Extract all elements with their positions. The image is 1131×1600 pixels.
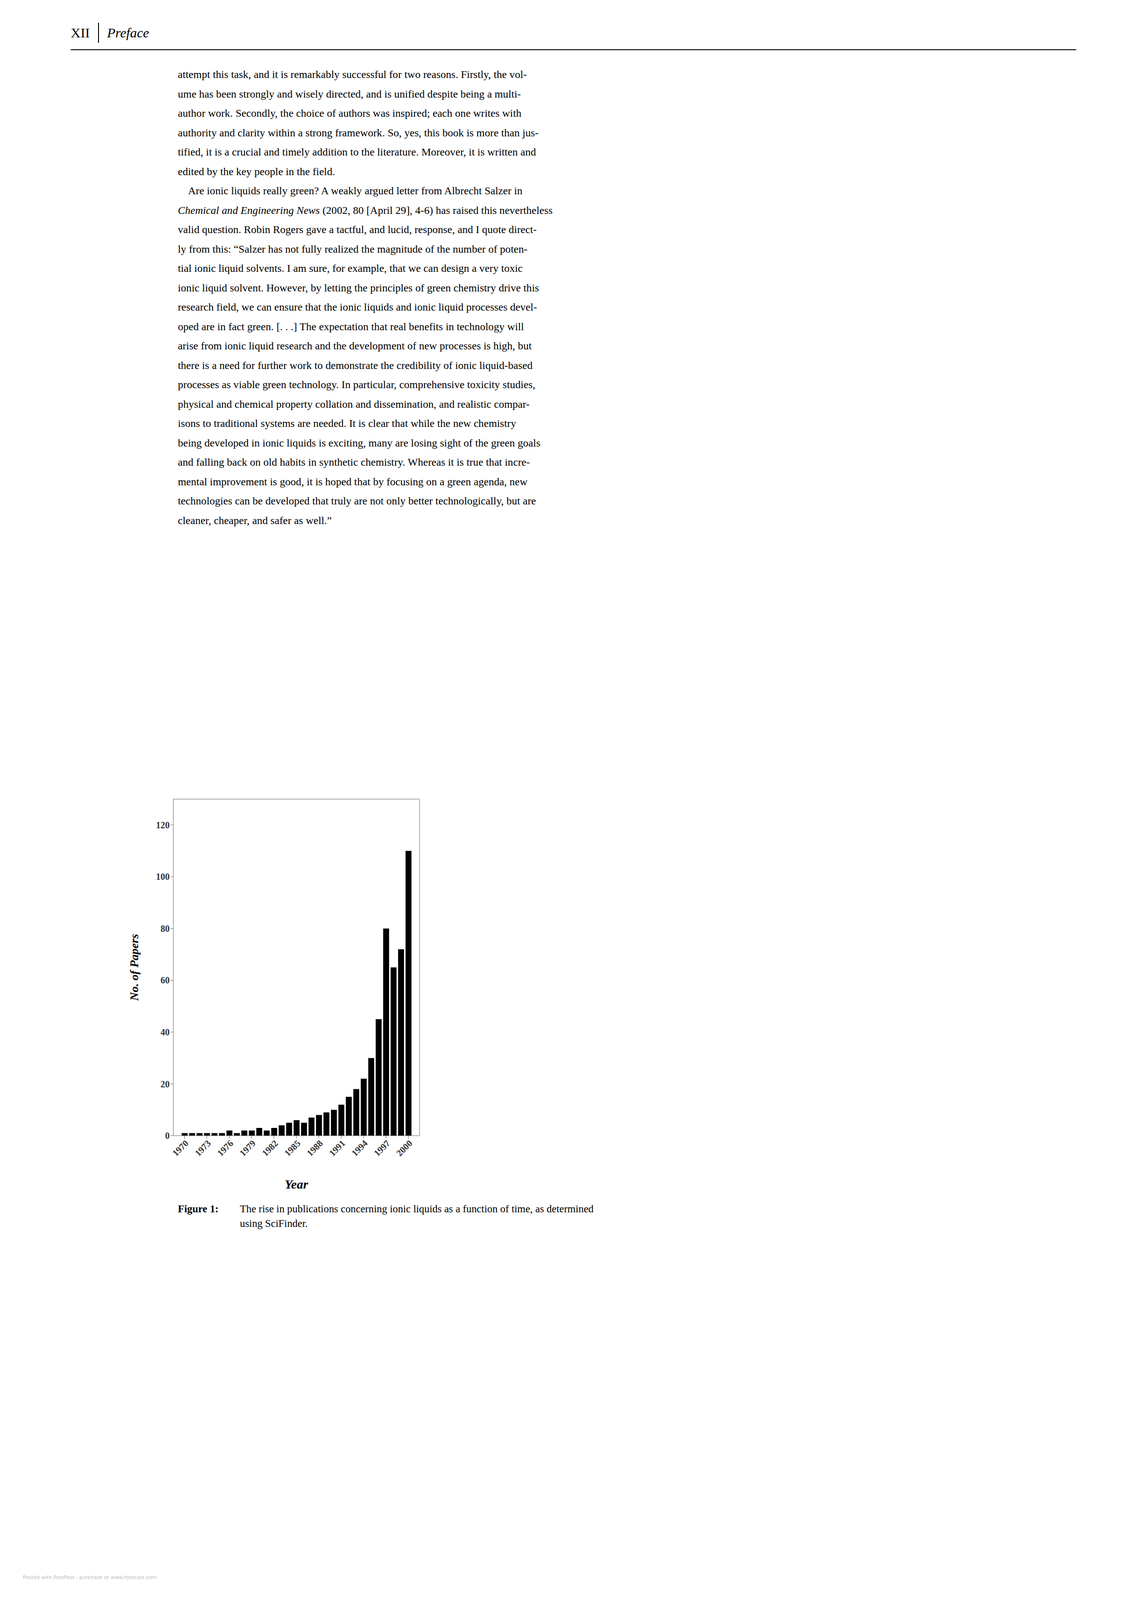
html-text:tial ionic liquid solvents. I: tial ionic liquid solvents. I am sure, f… bbox=[177, 262, 523, 275]
svg-text:1991: 1991 bbox=[326, 1137, 348, 1158]
svg-text:80: 80 bbox=[160, 923, 170, 934]
svg-text:1985: 1985 bbox=[282, 1137, 303, 1158]
html-text:ionic liquid solvent. However,: ionic liquid solvent. However, by lettin… bbox=[177, 281, 540, 294]
html-text:and falling back on old habits: and falling back on old habits in synthe… bbox=[177, 456, 530, 468]
svg-text:1976: 1976 bbox=[215, 1137, 236, 1158]
html-text:The rise in publications conce: The rise in publications concerning ioni… bbox=[239, 1203, 594, 1215]
html-text:processes as viable green tech: processes as viable green technology. In… bbox=[177, 378, 536, 391]
svg-text:20: 20 bbox=[160, 1079, 170, 1090]
svg-text:1997: 1997 bbox=[371, 1137, 392, 1158]
html-text:being developed in ionic liqui: being developed in ionic liquids is exci… bbox=[177, 436, 541, 449]
html-text:author work. Secondly, the cho: author work. Secondly, the choice of aut… bbox=[177, 107, 522, 120]
html-text:attempt this task, and it is r: attempt this task, and it is remarkably … bbox=[177, 68, 527, 81]
svg-text:1994: 1994 bbox=[349, 1137, 370, 1158]
html-text:ume has been strongly and wise: ume has been strongly and wisely directe… bbox=[177, 87, 521, 100]
html-text:Chemical and Engineering News: Chemical and Engineering News (2002, 80 … bbox=[177, 204, 553, 216]
svg-text:1988: 1988 bbox=[304, 1137, 325, 1158]
html-text:ly from this: “Salzer has not: ly from this: “Salzer has not fully real… bbox=[177, 242, 528, 255]
html-text:valid question. Robin Rogers g: valid question. Robin Rogers gave a tact… bbox=[177, 223, 537, 236]
svg-text:100: 100 bbox=[155, 871, 170, 882]
html-text:XII: XII bbox=[70, 25, 90, 41]
html-text:oped are in fact green. [. . .: oped are in fact green. [. . .] The expe… bbox=[177, 320, 524, 333]
svg-text:0: 0 bbox=[165, 1130, 170, 1141]
html-text:there is a need for further wo: there is a need for further work to demo… bbox=[177, 359, 533, 371]
svg-text:40: 40 bbox=[160, 1027, 170, 1038]
html-text:Are ionic liquids really green: Are ionic liquids really green? A weakly… bbox=[177, 184, 523, 197]
html-text:physical and chemical property: physical and chemical property collation… bbox=[177, 397, 530, 410]
svg-text:60: 60 bbox=[160, 975, 170, 986]
html-text:using SciFinder.: using SciFinder. bbox=[239, 1217, 308, 1230]
svg-text:120: 120 bbox=[155, 819, 170, 831]
html-text:cleaner, cheaper, and safer as: cleaner, cheaper, and safer as well.” bbox=[177, 514, 332, 527]
html-text:edited by the key people in th: edited by the key people in the field. bbox=[177, 165, 336, 178]
svg-text:2000: 2000 bbox=[394, 1137, 415, 1158]
html-text:research field, we can ensure: research field, we can ensure that the i… bbox=[177, 300, 537, 313]
svg-text:1970: 1970 bbox=[170, 1137, 191, 1158]
html-text:authority and clarity within a: authority and clarity within a strong fr… bbox=[177, 126, 539, 139]
html-text:Posted with PostPost - purchas: Posted with PostPost - purchase at www.f… bbox=[22, 1574, 157, 1581]
svg-text:1973: 1973 bbox=[192, 1137, 213, 1158]
html-text:isons to traditional systems a: isons to traditional systems are needed.… bbox=[177, 417, 517, 430]
svg-text:1982: 1982 bbox=[259, 1137, 281, 1158]
svg-text:No. of Papers: No. of Papers bbox=[127, 933, 141, 1002]
html-text:arise from ionic liquid resear: arise from ionic liquid research and the… bbox=[177, 339, 532, 352]
html-text:technologies can be developed: technologies can be developed that truly… bbox=[177, 494, 536, 507]
svg-text:1979: 1979 bbox=[237, 1137, 258, 1158]
html-text:Preface: Preface bbox=[107, 25, 150, 41]
html-text:mental improvement is good, it: mental improvement is good, it is hoped … bbox=[177, 475, 528, 488]
html-text:tified, it is a crucial and ti: tified, it is a crucial and timely addit… bbox=[177, 145, 536, 158]
html-text:Figure 1:: Figure 1: bbox=[177, 1203, 219, 1215]
svg-text:Year: Year bbox=[284, 1177, 309, 1192]
